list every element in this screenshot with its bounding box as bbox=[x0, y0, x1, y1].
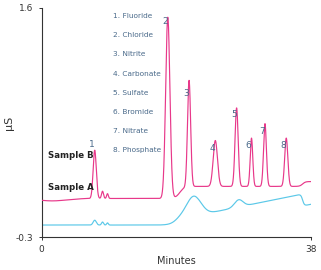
Text: 7. Nitrate: 7. Nitrate bbox=[113, 128, 148, 134]
Text: 4: 4 bbox=[210, 144, 215, 153]
Text: 6. Bromide: 6. Bromide bbox=[113, 109, 153, 115]
Y-axis label: μS: μS bbox=[4, 115, 14, 130]
Text: 2: 2 bbox=[162, 17, 168, 26]
Text: 6: 6 bbox=[246, 141, 252, 150]
Text: Sample B: Sample B bbox=[48, 151, 94, 160]
Text: 8: 8 bbox=[281, 141, 286, 150]
Text: 2. Chloride: 2. Chloride bbox=[113, 32, 153, 38]
Text: 7: 7 bbox=[259, 127, 265, 136]
Text: 3. Nitrite: 3. Nitrite bbox=[113, 52, 145, 58]
Text: 5. Sulfate: 5. Sulfate bbox=[113, 90, 148, 96]
Text: 5: 5 bbox=[231, 110, 237, 119]
Text: 1: 1 bbox=[89, 140, 95, 149]
Text: 8. Phosphate: 8. Phosphate bbox=[113, 147, 161, 153]
Text: 3: 3 bbox=[183, 89, 189, 98]
X-axis label: Minutes: Minutes bbox=[157, 256, 196, 266]
Text: 4. Carbonate: 4. Carbonate bbox=[113, 70, 161, 76]
Text: 1. Fluoride: 1. Fluoride bbox=[113, 14, 152, 19]
Text: Sample A: Sample A bbox=[48, 183, 94, 192]
